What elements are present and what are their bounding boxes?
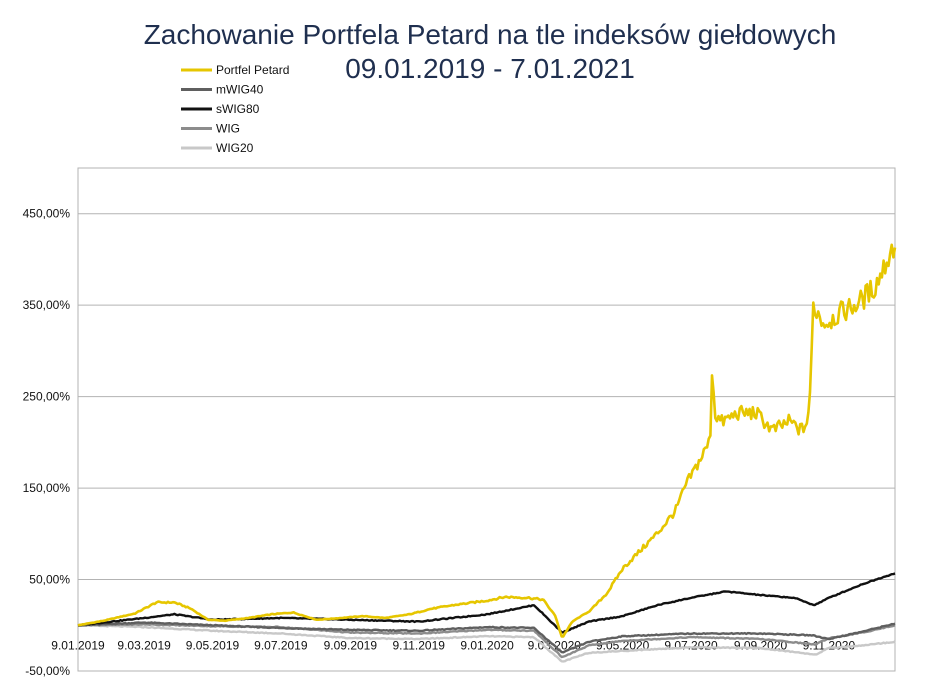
x-tick-label: 9.03.2019 bbox=[117, 638, 171, 652]
legend-label: sWIG80 bbox=[216, 102, 260, 116]
y-tick-label: 150,00% bbox=[23, 481, 71, 495]
y-tick-label: 350,00% bbox=[23, 298, 71, 312]
legend-label: WIG bbox=[216, 122, 240, 136]
x-tick-label: 9.09.2019 bbox=[324, 638, 378, 652]
series-line-wig20 bbox=[77, 623, 896, 663]
y-tick-label: 250,00% bbox=[23, 390, 71, 404]
y-tick-label: 450,00% bbox=[23, 207, 71, 221]
x-axis-ticks: 9.01.2019 9.03.2019 9.05.2019 9.07.2019 9.09… bbox=[51, 638, 855, 652]
x-tick-label: 9.05.2019 bbox=[186, 638, 240, 652]
x-tick-label: 9.01.2019 bbox=[51, 638, 105, 652]
legend: Portfel Petard mWIG40 sWIG80 WIG WIG20 bbox=[181, 63, 289, 155]
x-tick-label: 9.07.2019 bbox=[254, 638, 308, 652]
legend-label: mWIG40 bbox=[216, 83, 264, 97]
legend-label: WIG20 bbox=[216, 141, 254, 155]
series-lines bbox=[77, 243, 897, 663]
series-line-portfel-petard bbox=[77, 243, 897, 638]
chart-subtitle: 09.01.2019 - 7.01.2021 bbox=[345, 53, 635, 84]
y-tick-label: 50,00% bbox=[29, 573, 70, 587]
x-tick-label: 9.07.2020 bbox=[664, 638, 718, 652]
x-tick-label: 9.11.2020 bbox=[803, 638, 856, 652]
series-line-mwig40 bbox=[77, 621, 896, 654]
grid-lines bbox=[77, 167, 896, 672]
x-tick-label: 9.01.2020 bbox=[460, 638, 514, 652]
x-tick-label: 9.11.2019 bbox=[392, 638, 445, 652]
chart-title: Zachowanie Portfela Petard na tle indeks… bbox=[143, 19, 837, 50]
y-axis-ticks: 450,00% 350,00% 250,00% 150,00% 50,00% -50,00… bbox=[23, 207, 71, 678]
legend-label: Portfel Petard bbox=[216, 63, 289, 77]
y-tick-label: -50,00% bbox=[25, 664, 70, 678]
